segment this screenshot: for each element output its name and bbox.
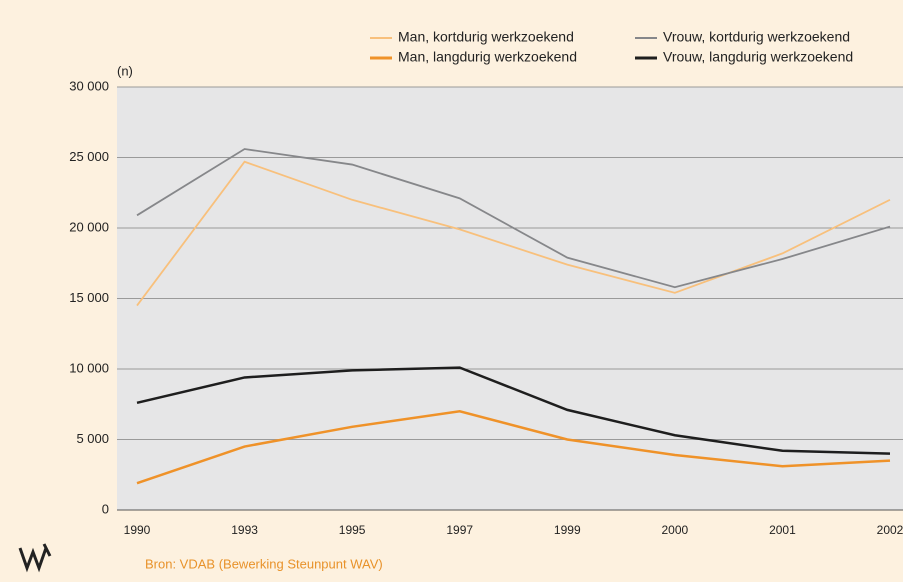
legend-label: Man, langdurig werkzoekend <box>398 49 577 65</box>
line <box>136 410 891 485</box>
logo <box>18 543 52 573</box>
legend-label: Vrouw, kortdurig werkzoekend <box>663 29 850 45</box>
x-tick-label: 2002 <box>877 523 903 537</box>
line <box>136 148 891 289</box>
x-tick-label: 2001 <box>769 523 796 537</box>
x-tick-label: 1997 <box>446 523 473 537</box>
source: Bron: VDAB (Bewerking Steunpunt WAV) <box>145 556 383 571</box>
line <box>136 366 891 455</box>
line <box>136 160 891 307</box>
y-tick-label: 30 000 <box>69 78 109 93</box>
x-tick-label: 2000 <box>662 523 689 537</box>
y-tick-label: 5 000 <box>76 431 109 446</box>
y-tick-label: 15 000 <box>69 290 109 305</box>
x-tick-label: 1993 <box>231 523 258 537</box>
legend-label: Vrouw, langdurig werkzoekend <box>663 49 853 65</box>
x-tick-label: 1995 <box>339 523 366 537</box>
x-tick-label: 1990 <box>124 523 151 537</box>
y-tick-label: 25 000 <box>69 149 109 164</box>
y-tick-label: 10 000 <box>69 360 109 375</box>
x-tick-label: 1999 <box>554 523 581 537</box>
y-tick-label: 0 <box>102 501 109 516</box>
legend-label: Man, kortdurig werkzoekend <box>398 29 574 45</box>
y-tick-label: 20 000 <box>69 219 109 234</box>
y-axis-label: (n) <box>117 63 133 78</box>
